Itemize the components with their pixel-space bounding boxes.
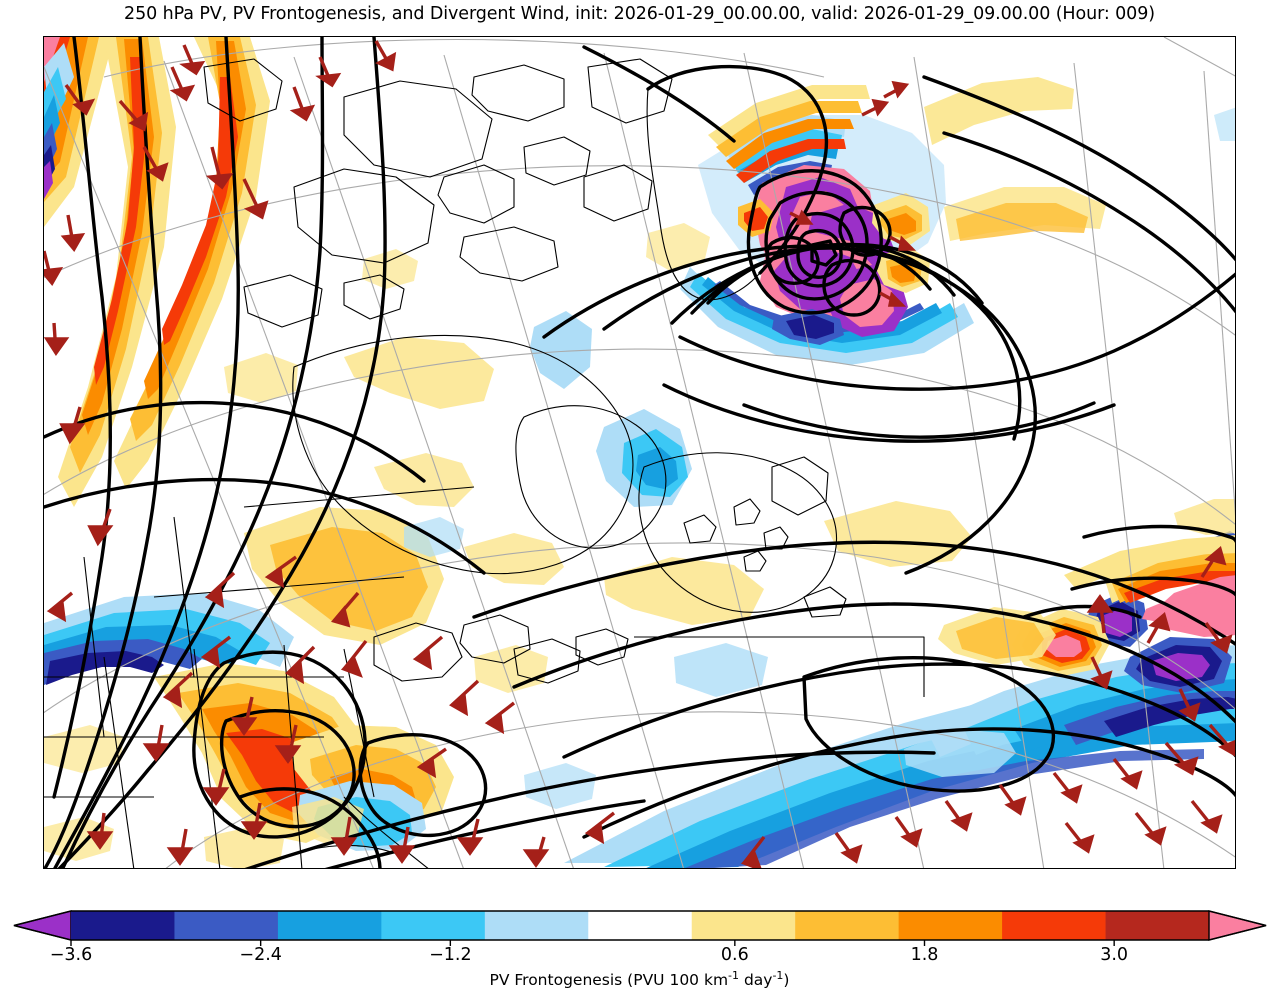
colorbar-tick-label: 3.0 <box>1100 945 1129 965</box>
colorbar-over-extend <box>1208 910 1267 941</box>
colorbar-tick-label: −2.4 <box>239 945 282 965</box>
colorbar-label-exp2: -1 <box>772 969 784 982</box>
colorbar-segment <box>174 911 279 940</box>
colorbar-segment <box>691 911 796 940</box>
colorbar-tick-label: 1.8 <box>910 945 939 965</box>
colorbar-swatches <box>13 910 1267 946</box>
colorbar-label-mid: day <box>739 971 773 990</box>
colorbar[interactable]: −3.6 −2.4 −1.2 0.6 1.8 3.0 PV Frontogenesis (… <box>0 903 1279 1001</box>
colorbar-segment <box>1002 911 1106 940</box>
colorbar-segment <box>71 911 175 940</box>
colorbar-label-text: PV Frontogenesis (PVU 100 km <box>489 971 729 990</box>
colorbar-under-extend <box>13 910 72 941</box>
colorbar-segment <box>588 911 693 940</box>
colorbar-segment <box>381 911 486 940</box>
colorbar-segment <box>484 911 589 940</box>
colorbar-segment <box>898 911 1003 940</box>
graticule <box>44 37 1235 868</box>
colorbar-tick-label: 0.6 <box>720 945 749 965</box>
figure-title: 250 hPa PV, PV Frontogenesis, and Diverg… <box>124 4 1155 24</box>
pv-contours <box>44 37 1235 868</box>
colorbar-label-exp1: -1 <box>728 969 740 982</box>
colorbar-tick-labels: −3.6 −2.4 −1.2 0.6 1.8 3.0 <box>0 945 1279 971</box>
colorbar-segment <box>795 911 900 940</box>
colorbar-axis-label: PV Frontogenesis (PVU 100 km-1 day-1) <box>0 969 1279 989</box>
colorbar-tick-label: −3.6 <box>49 945 93 965</box>
divergent-wind-vectors <box>44 40 1235 868</box>
map-panel[interactable] <box>43 36 1236 869</box>
coastlines <box>44 58 925 868</box>
map-plot <box>44 37 1235 868</box>
colorbar-tick-label: −1.2 <box>429 945 472 965</box>
colorbar-segment <box>277 911 382 940</box>
colorbar-label-close: ) <box>783 971 790 990</box>
colorbar-outline <box>13 910 1267 941</box>
colorbar-segment <box>1105 911 1210 940</box>
